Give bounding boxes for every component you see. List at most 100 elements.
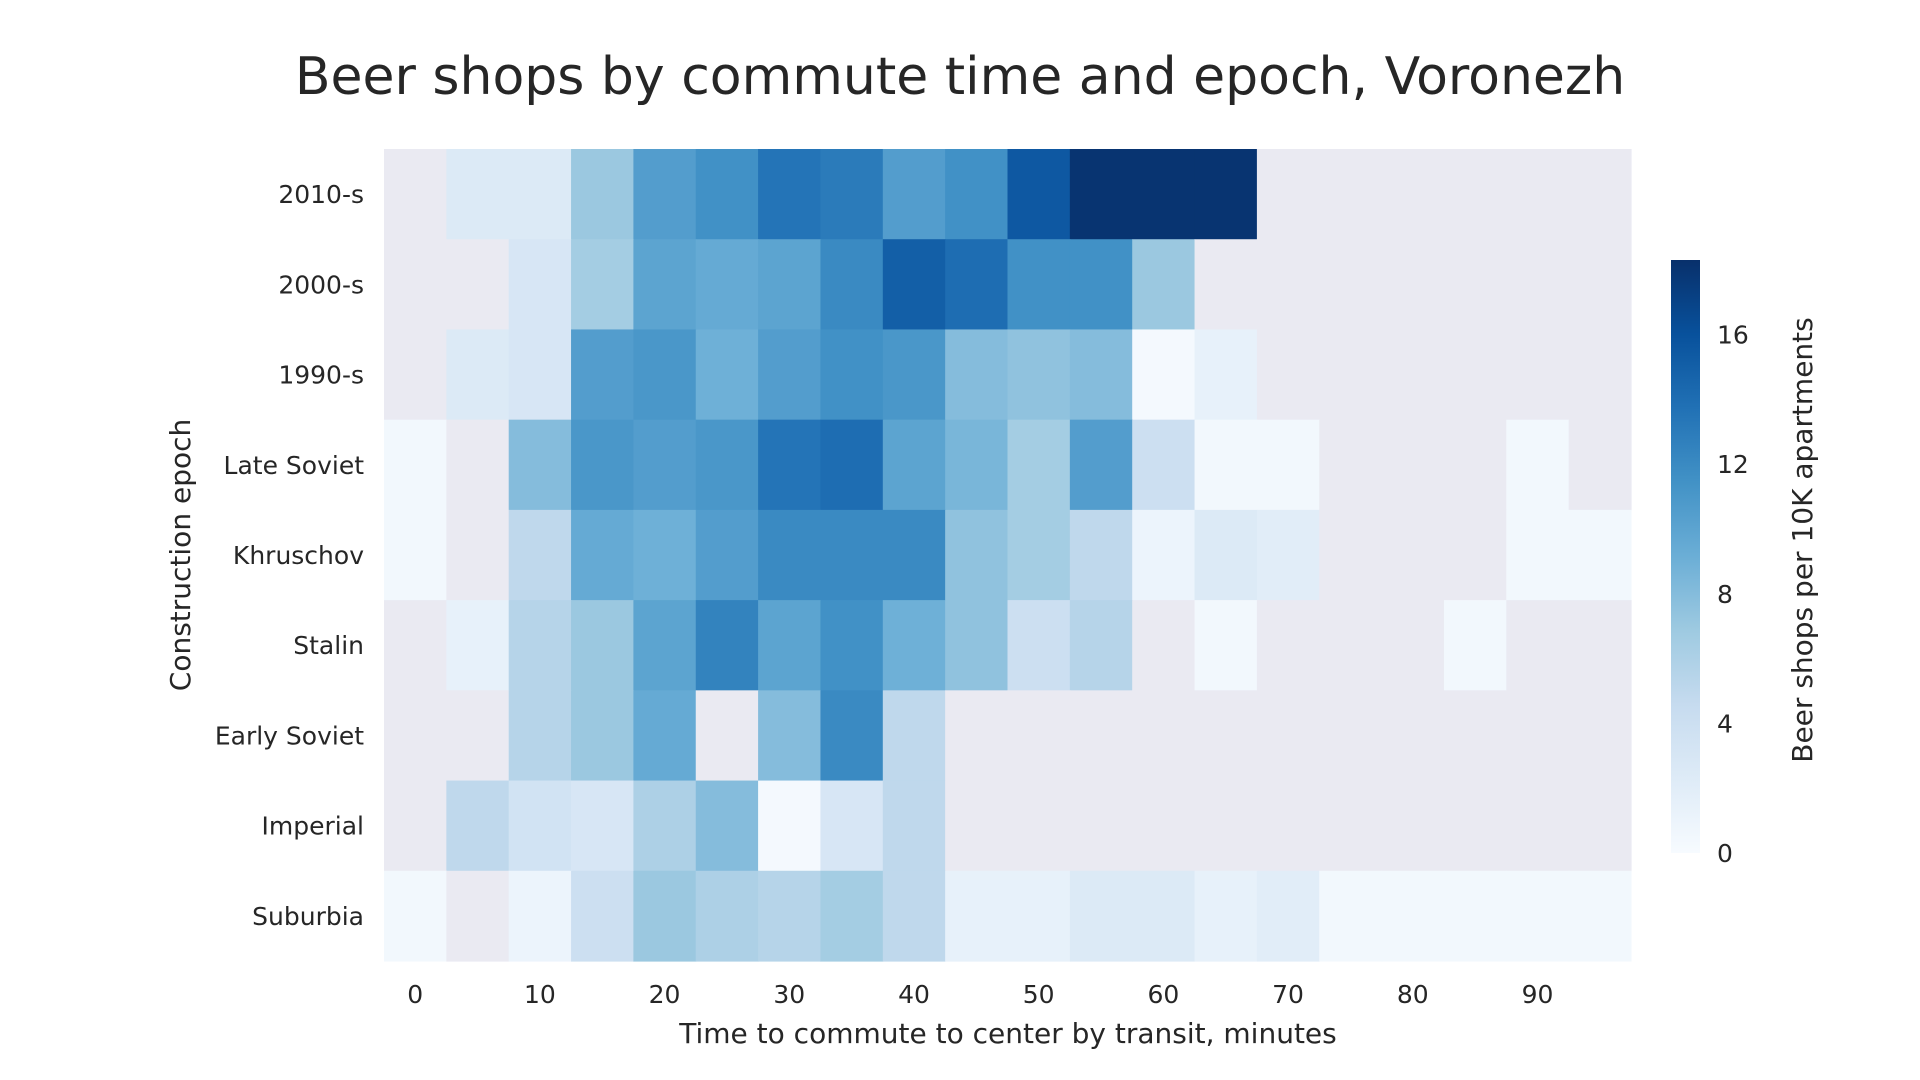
heatmap-cell <box>1194 149 1258 240</box>
heatmap-cell <box>1007 239 1071 331</box>
heatmap-cell <box>820 600 884 691</box>
heatmap-cell <box>820 509 884 601</box>
heatmap-cell <box>446 600 510 691</box>
heatmap-cell <box>571 419 634 511</box>
heatmap-cell <box>1319 600 1383 691</box>
heatmap-cell <box>945 419 1009 511</box>
heatmap-cell <box>1007 509 1071 601</box>
heatmap-cell <box>1132 419 1196 511</box>
colorbar-tick-label: 4 <box>1717 709 1733 738</box>
heatmap-cell <box>820 870 884 962</box>
heatmap-cell <box>1506 690 1570 782</box>
heatmap-cell <box>384 690 447 782</box>
y-tick-label: Stalin <box>293 631 364 660</box>
heatmap-cell <box>1069 509 1133 601</box>
heatmap-cell <box>945 509 1009 601</box>
heatmap-cell <box>508 509 572 601</box>
heatmap-cell <box>1007 690 1071 782</box>
heatmap-cell <box>571 870 634 962</box>
heatmap-cell <box>1319 870 1383 962</box>
heatmap-cell <box>945 239 1009 331</box>
colorbar-tick-label: 0 <box>1717 839 1733 868</box>
heatmap-cell <box>1069 690 1133 782</box>
heatmap-cell <box>446 149 510 240</box>
heatmap-cell <box>1381 600 1445 691</box>
heatmap-cell <box>1568 870 1632 962</box>
heatmap-cell <box>1069 239 1133 331</box>
heatmap-cell <box>571 690 634 782</box>
heatmap-cell <box>1443 329 1507 421</box>
x-tick-label: 50 <box>1023 980 1055 1009</box>
heatmap-cell <box>945 600 1009 691</box>
heatmap-cell <box>633 690 697 782</box>
heatmap-cell <box>1506 870 1570 962</box>
heatmap-cell <box>882 870 946 962</box>
heatmap-cell <box>882 239 946 331</box>
heatmap-cell <box>1568 239 1632 331</box>
heatmap-cell <box>633 870 697 962</box>
heatmap-cell <box>384 600 447 691</box>
heatmap-cell <box>1069 600 1133 691</box>
x-tick-label: 30 <box>773 980 805 1009</box>
x-tick-label: 40 <box>898 980 930 1009</box>
heatmap-cell <box>446 329 510 421</box>
heatmap-cell <box>1381 780 1445 872</box>
heatmap-cell <box>695 149 759 240</box>
heatmap-cell <box>1007 870 1071 962</box>
heatmap-cell <box>1132 600 1196 691</box>
heatmap-cell <box>1506 239 1570 331</box>
heatmap-cell <box>571 149 634 240</box>
heatmap-cell <box>945 870 1009 962</box>
heatmap-cell <box>1381 419 1445 511</box>
heatmap-cell <box>1319 690 1383 782</box>
heatmap-cell <box>1194 870 1258 962</box>
y-tick-label: 1990-s <box>278 361 364 390</box>
heatmap-cell <box>1381 509 1445 601</box>
colorbar-tick-label: 12 <box>1717 450 1749 479</box>
heatmap-cell <box>1568 149 1632 240</box>
heatmap-cell <box>633 600 697 691</box>
heatmap-cell <box>508 149 572 240</box>
heatmap-cell <box>1319 329 1383 421</box>
heatmap-cell <box>1568 780 1632 872</box>
heatmap-cell <box>945 329 1009 421</box>
y-axis-label: Construction epoch <box>164 419 197 691</box>
heatmap-cell <box>1132 690 1196 782</box>
heatmap-cell <box>882 509 946 601</box>
heatmap-cell <box>1381 239 1445 331</box>
x-tick-label: 80 <box>1397 980 1429 1009</box>
heatmap-cell <box>571 329 634 421</box>
heatmap-cell <box>1194 600 1258 691</box>
heatmap-cell <box>882 690 946 782</box>
heatmap-cell <box>695 419 759 511</box>
heatmap-cell <box>695 870 759 962</box>
heatmap-cell <box>695 690 759 782</box>
heatmap-cell <box>446 509 510 601</box>
x-tick-label: 90 <box>1522 980 1554 1009</box>
heatmap-cell <box>633 419 697 511</box>
heatmap-cell <box>1256 870 1320 962</box>
heatmap-cell <box>1069 149 1133 240</box>
heatmap-cell <box>1194 509 1258 601</box>
heatmap-cell <box>758 329 822 421</box>
heatmap-cell <box>820 149 884 240</box>
heatmap-cell <box>1256 239 1320 331</box>
y-tick-label: Suburbia <box>252 902 364 931</box>
heatmap-cell <box>1319 509 1383 601</box>
heatmap-cell <box>1256 600 1320 691</box>
heatmap-cell <box>1381 870 1445 962</box>
y-tick-labels: 2010-s 2000-s 1990-s Late Soviet Khruschov St… <box>215 180 364 931</box>
heatmap-cell <box>1256 149 1320 240</box>
heatmap-cell <box>508 419 572 511</box>
heatmap-cell <box>945 780 1009 872</box>
heatmap-cell <box>695 780 759 872</box>
heatmap-cell <box>1132 780 1196 872</box>
heatmap-cell <box>633 329 697 421</box>
heatmap-cell <box>384 329 447 421</box>
chart-title: Beer shops by commute time and epoch, Vo… <box>295 47 1625 107</box>
heatmap-cell <box>1132 870 1196 962</box>
heatmap-cells <box>384 149 1632 962</box>
heatmap-cell <box>1132 329 1196 421</box>
heatmap-cell <box>1568 509 1632 601</box>
y-tick-label: 2000-s <box>278 270 364 299</box>
